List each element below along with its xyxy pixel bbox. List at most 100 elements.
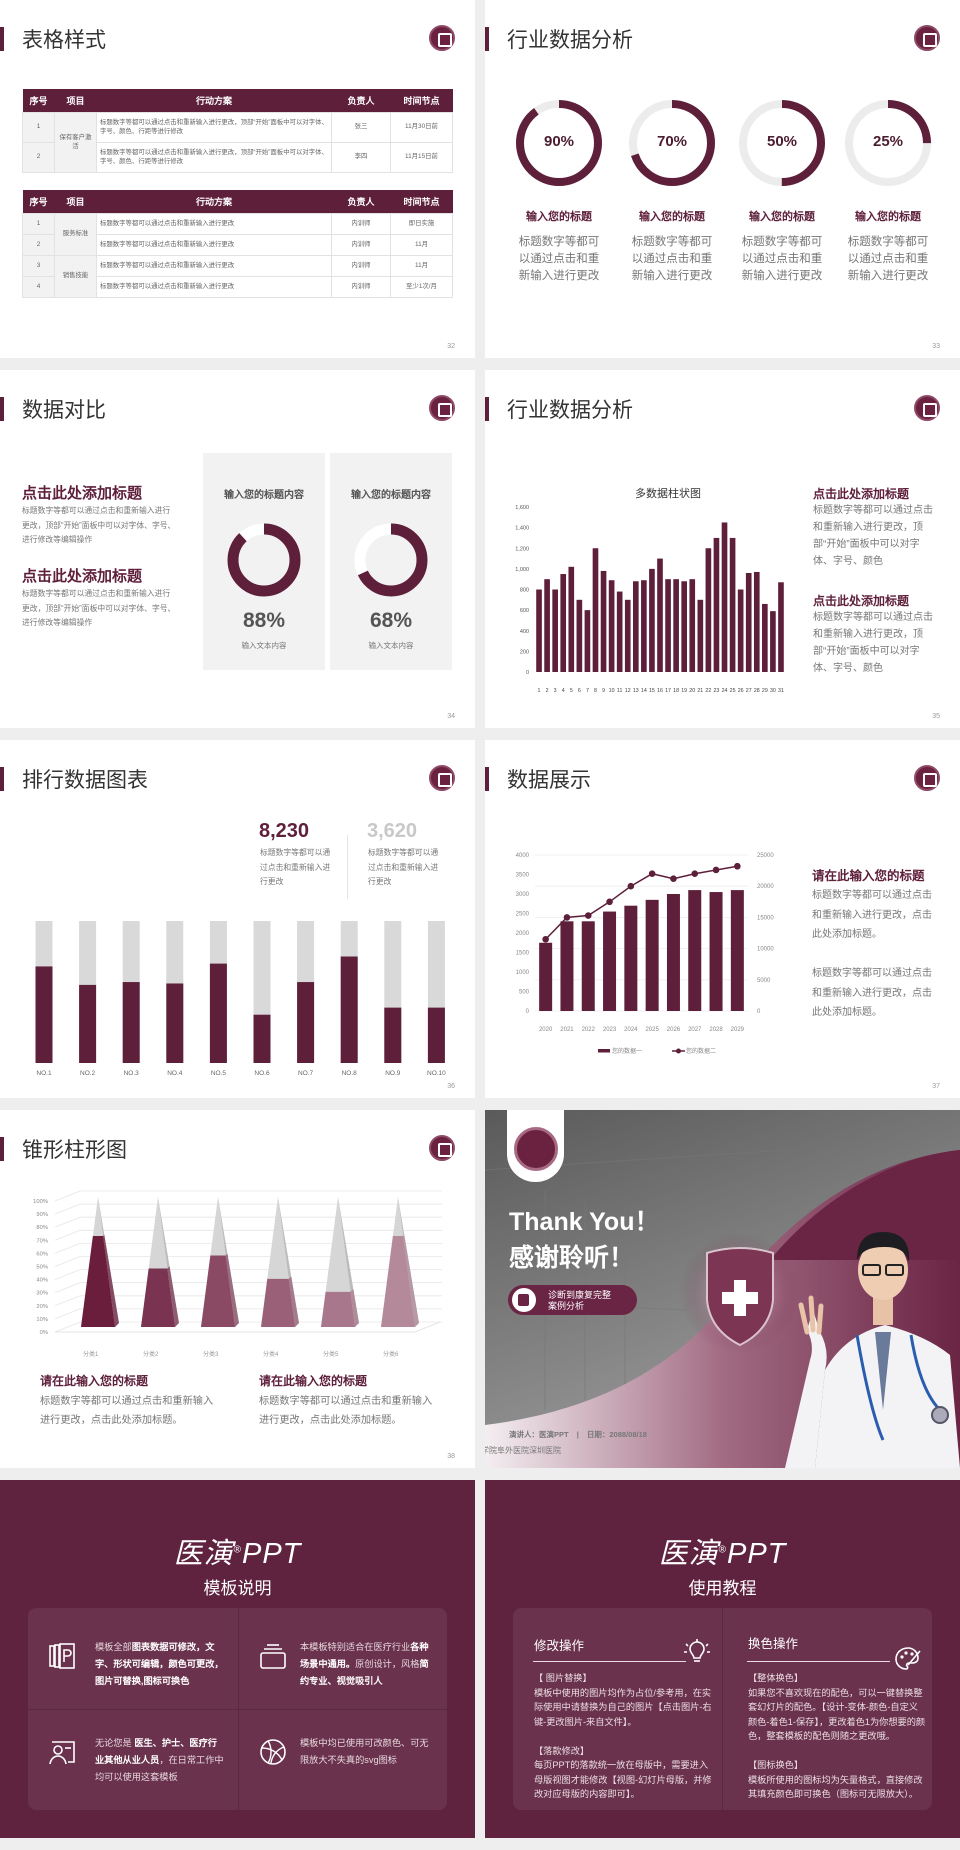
block-heading: 点击此处添加标题 [22,568,143,585]
gridline [54,1229,442,1241]
progress-ring [739,100,825,186]
registered-mark: ® [718,1544,727,1556]
doctor-figure [785,1232,960,1468]
bar [697,599,704,672]
card-heading: 输入您的标题内容 [224,490,304,501]
column-heading: 修改操作 [534,1639,585,1653]
column-header: 时间节点 [390,190,453,214]
slide-data-display: 数据展示 0 5000 10000 15000 20000 25000 0 500 1000 15… [485,740,960,1098]
x-tick-label: NO.2 [80,1070,96,1077]
x-tick-label: 15 [649,688,655,694]
y-right-tick-label: 20000 [757,884,774,890]
x-tick-label: NO.5 [211,1070,227,1077]
slide-title: 排行数据图表 [22,769,148,792]
block-body: 标题数字等都可以通过点击和重新输入进行更改，点击此处添加标题。 [812,968,932,1018]
multi-bar-chart: 多数据柱状图 0 200 400 600 800 1,000 1,200 1,400 1,600 1… [515,486,784,694]
donut-chart [354,523,428,597]
column-header: 负责人 [331,89,391,113]
gridline [54,1308,442,1320]
brand-name: 医演 [658,1538,719,1570]
column-header: 项目 [54,190,97,214]
text-segment: 模板中均已使用可改颜色、可无限放大不失真的svg图标 [300,1738,429,1765]
bar [427,1007,445,1063]
y-tick-label: 800 [520,588,529,594]
x-tick-label: 20 [689,688,695,694]
page-number: 38 [447,1453,455,1460]
line-marker [606,898,613,906]
owner-cell: 内训师 [331,213,391,235]
line-marker [542,935,549,943]
progress-ring [845,100,931,186]
cone-value-side [350,1288,359,1327]
table-row: 4 标题数字等都可以通过点击和重新输入进行更改 内训师 至少1次/月 [22,276,453,298]
y-tick-label: 1,200 [515,546,529,552]
plan-cell: 标题数字等都可以通过点击和重新输入进行更改 [96,255,332,277]
x-tick-label: 2029 [731,1027,745,1033]
donut-segment [354,523,428,597]
bar [560,921,574,1011]
bar [745,573,752,672]
slide-data-compare: 数据对比 34 点击此处添加标题 标题数字等都可以通过点击和重新输入进行更改，顶部… [0,370,475,728]
bar [297,982,315,1063]
x-tick-label: 2024 [624,1027,638,1033]
brand-name: 医演 [173,1538,234,1570]
table-header-row: 序号 项目 行动方案 负责人 时间节点 [22,190,453,214]
stat-card: 输入您的标题内容 88% 输入文本内容 [203,453,325,670]
line-marker [648,870,656,878]
card-value: 68% [369,609,413,632]
bar [762,603,768,672]
column-header: 时间节点 [390,89,453,113]
x-tick-label: 7 [586,688,589,694]
time-cell: 即日实施 [390,213,453,235]
line-marker [691,870,699,878]
y-tick-label: 0% [40,1330,48,1336]
block-heading: 点击此处添加标题 [813,487,910,501]
bar [770,611,776,672]
bar [713,537,720,672]
bar [616,591,623,672]
x-tick-label: 5 [570,688,573,694]
bar [35,966,53,1063]
user-card-icon [49,1741,75,1765]
x-tick-label: 18 [673,688,679,694]
line-marker [734,862,741,870]
highlight-text: 图表数据可修改，文字、形状可编辑，颜色可更改，图片可替换,图标可换色 [95,1642,224,1686]
slide-title: 行业数据分析 [507,399,633,422]
stat-desc: 标题数字等都可以通过点击和重新输入进行更改 [368,848,439,886]
gridline [54,1282,442,1294]
bar [737,589,744,672]
column-header: 负责人 [331,190,391,214]
bar [665,579,671,672]
row-number: 4 [22,276,55,298]
pages-icon [49,1643,75,1669]
block-heading: 点击此处添加标题 [22,485,143,502]
block-heading: 点击此处添加标题 [813,594,910,608]
x-tick-label: NO.10 [427,1070,446,1077]
plan-cell: 标题数字等都可以通过点击和重新输入进行更改 [96,276,332,298]
x-tick-label: 2021 [560,1027,574,1033]
y-left-tick-label: 1500 [516,951,530,957]
text-segment: 模板全部 [95,1642,132,1652]
gridline [54,1203,442,1215]
hospital-emblem-icon [914,765,940,791]
x-tick-label: 2027 [688,1027,702,1033]
bar [581,921,595,1011]
x-tick-label: 分类2 [143,1350,159,1358]
y-tick-label: 90% [36,1212,48,1218]
hospital-name: 学院阜外医院深圳医院 [485,1446,561,1455]
x-tick-label: 31 [778,688,784,694]
ring-progress [516,100,602,186]
ring-progress [739,100,825,186]
row-number: 2 [22,142,55,173]
legend-label: 您的数据一 [612,1047,642,1055]
x-tick-label: 12 [625,688,631,694]
block-body: 标题数字等都可以通过点击和重新输入进行更改，顶部“开始”面板中可以对字体、字号、… [22,506,176,544]
stat-desc: 标题数字等都可以通过点击和重新输入进行更改 [260,848,331,886]
x-tick-label: 11 [617,688,623,694]
page-number: 36 [447,1083,455,1090]
feature-panel [28,1608,447,1810]
item-desc: 标题数字等都可以通过点击和重新输入进行更改 [741,236,823,282]
y-tick-label: 20% [36,1304,48,1310]
case-analysis-pill: 诊断到康复完整 案例分析 [508,1285,637,1315]
slide-title: 锥形柱形图 [22,1139,127,1162]
